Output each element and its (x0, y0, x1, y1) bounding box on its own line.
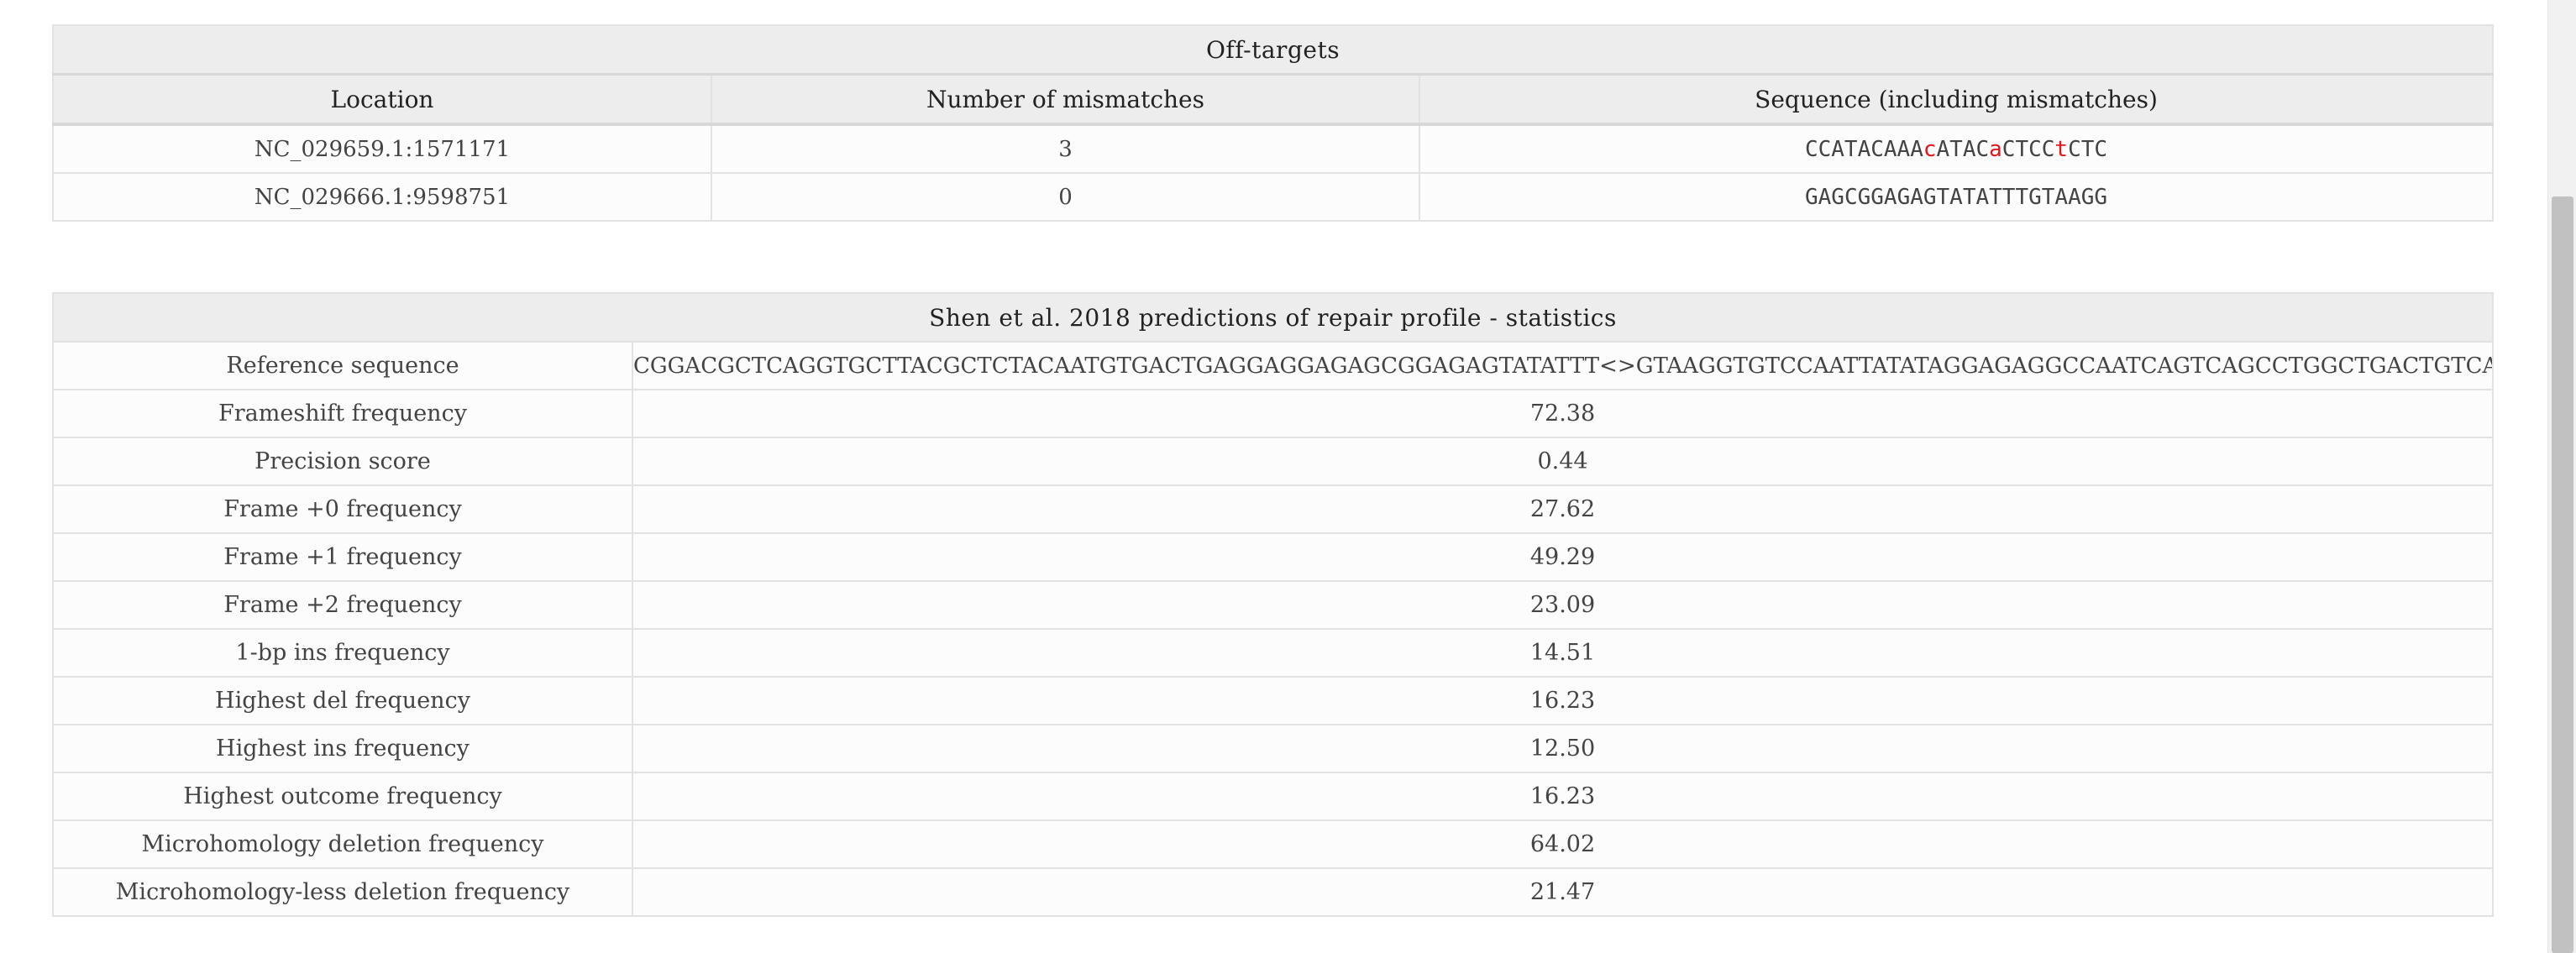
sequence-segment: CCATACAAA (1804, 136, 1923, 162)
mismatch-count-cell: 0 (711, 172, 1420, 222)
table-row: Frame +0 frequency 27.62 (52, 484, 2494, 534)
stat-label: Reference sequence (52, 341, 633, 390)
stat-label: Frameshift frequency (52, 389, 633, 438)
table-row: Reference sequence CGGACGCTCAGGTGCTTACGCT… (52, 341, 2494, 390)
stat-value: 0.44 (632, 437, 2494, 486)
table-row: Frameshift frequency 72.38 (52, 389, 2494, 438)
table-row: Microhomology-less deletion frequency 21.… (52, 867, 2494, 917)
table-row: Frame +2 frequency 23.09 (52, 580, 2494, 630)
table-row: Highest ins frequency 12.50 (52, 724, 2494, 773)
table-row: NC_029659.1:1571171 3 CCATACAAAcATACaCTCCt… (52, 123, 2495, 174)
stat-label: Highest ins frequency (52, 724, 633, 773)
offtargets-table: Off-targets Location Number of mismatche… (51, 24, 2495, 222)
table-row: Frame +1 frequency 49.29 (52, 532, 2494, 582)
column-header-sequence: Sequence (including mismatches) (1418, 73, 2495, 126)
table-row: Highest del frequency 16.23 (52, 676, 2494, 725)
scrollbar-thumb[interactable] (2552, 196, 2573, 953)
stat-value: 16.23 (632, 772, 2494, 821)
mismatch-count-cell: 3 (711, 123, 1420, 174)
stat-value: 27.62 (632, 484, 2494, 534)
stat-value: 23.09 (632, 580, 2494, 630)
sequence-segment: GAGCGGAGAGTATATTTGTAAGG (1805, 184, 2108, 210)
stat-label: Frame +0 frequency (52, 484, 633, 534)
stat-value: 49.29 (632, 532, 2494, 582)
vertical-scrollbar[interactable] (2547, 0, 2576, 953)
table-row: Microhomology deletion frequency 64.02 (52, 819, 2494, 869)
stat-value: 72.38 (632, 389, 2494, 438)
stat-value: 21.47 (632, 867, 2494, 917)
column-header-mismatches: Number of mismatches (711, 73, 1420, 126)
table-row: Highest outcome frequency 16.23 (52, 772, 2494, 821)
stat-label: 1-bp ins frequency (52, 628, 633, 678)
table-row: 1-bp ins frequency 14.51 (52, 628, 2494, 678)
sequence-cell: CCATACAAAcATACaCTCCtCTC (1418, 123, 2495, 174)
stat-label: Frame +2 frequency (52, 580, 633, 630)
mismatch-base: a (1989, 136, 2002, 162)
mismatch-base: c (1923, 136, 1937, 162)
stat-label: Highest outcome frequency (52, 772, 633, 821)
stat-value: CGGACGCTCAGGTGCTTACGCTCTACAATGTGACTGAGGA… (632, 341, 2494, 390)
column-header-location: Location (52, 73, 712, 126)
sequence-segment: CTCC (2002, 136, 2055, 162)
stats-caption: Shen et al. 2018 predictions of repair p… (52, 292, 2494, 343)
table-row: Precision score 0.44 (52, 437, 2494, 486)
table-row: NC_029666.1:9598751 0 GAGCGGAGAGTATATTTGTA… (52, 172, 2495, 222)
stat-label: Highest del frequency (52, 676, 633, 725)
stats-table: Shen et al. 2018 predictions of repair p… (52, 292, 2494, 917)
location-cell: NC_029659.1:1571171 (52, 123, 712, 174)
sequence-cell: GAGCGGAGAGTATATTTGTAAGG (1418, 172, 2495, 222)
stat-label: Frame +1 frequency (52, 532, 633, 582)
stat-value: 12.50 (632, 724, 2494, 773)
stat-label: Precision score (52, 437, 633, 486)
sequence-segment: ATAC (1936, 136, 1990, 162)
stat-value: 64.02 (632, 819, 2494, 869)
stat-value: 16.23 (632, 676, 2494, 725)
stat-value: 14.51 (632, 628, 2494, 678)
stat-label: Microhomology-less deletion frequency (52, 867, 633, 917)
stat-label: Microhomology deletion frequency (52, 819, 633, 869)
offtargets-caption: Off-targets (51, 24, 2495, 76)
mismatch-base: t (2054, 136, 2069, 162)
sequence-segment: CTC (2068, 136, 2108, 162)
location-cell: NC_029666.1:9598751 (52, 172, 712, 222)
